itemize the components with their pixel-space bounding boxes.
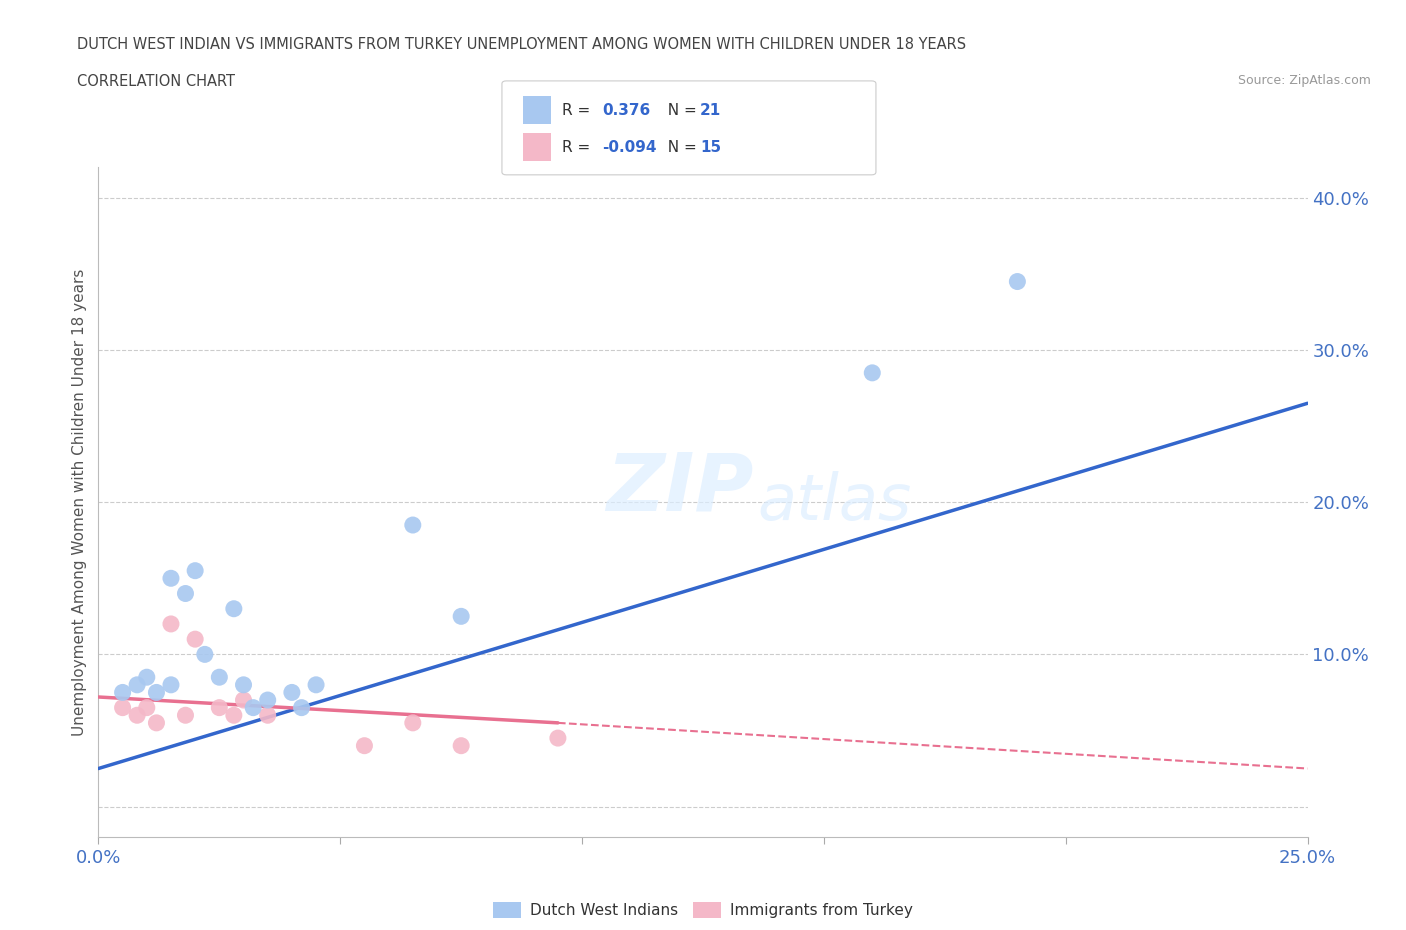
- Point: [256, 693, 278, 708]
- Point: [305, 677, 328, 692]
- Text: 0.376: 0.376: [602, 102, 650, 118]
- Text: CORRELATION CHART: CORRELATION CHART: [77, 74, 235, 89]
- Point: [135, 670, 157, 684]
- Point: [860, 365, 883, 380]
- Point: [1007, 274, 1029, 289]
- Point: [160, 571, 183, 586]
- Text: ZIP: ZIP: [606, 450, 754, 528]
- Point: [232, 677, 254, 692]
- Point: [174, 708, 197, 723]
- Text: 21: 21: [700, 102, 721, 118]
- Point: [184, 631, 207, 646]
- Point: [222, 708, 245, 723]
- Text: atlas: atlas: [758, 472, 911, 533]
- Point: [111, 700, 134, 715]
- Text: Source: ZipAtlas.com: Source: ZipAtlas.com: [1237, 74, 1371, 87]
- Text: R =: R =: [562, 102, 596, 118]
- Point: [281, 685, 304, 700]
- Point: [402, 518, 425, 533]
- Point: [450, 738, 472, 753]
- Point: [145, 715, 167, 730]
- Text: 15: 15: [700, 140, 721, 154]
- Point: [402, 715, 425, 730]
- Point: [135, 700, 157, 715]
- Point: [208, 700, 231, 715]
- Point: [127, 677, 149, 692]
- Point: [242, 700, 264, 715]
- Point: [160, 617, 183, 631]
- Legend: Dutch West Indians, Immigrants from Turkey: Dutch West Indians, Immigrants from Turk…: [486, 896, 920, 924]
- Point: [353, 738, 375, 753]
- Point: [145, 685, 167, 700]
- Text: N =: N =: [658, 102, 702, 118]
- Point: [222, 602, 245, 617]
- Text: N =: N =: [658, 140, 702, 154]
- Point: [256, 708, 278, 723]
- Point: [194, 647, 217, 662]
- Point: [450, 609, 472, 624]
- Point: [127, 708, 149, 723]
- Point: [290, 700, 312, 715]
- Y-axis label: Unemployment Among Women with Children Under 18 years: Unemployment Among Women with Children U…: [72, 269, 87, 736]
- Point: [174, 586, 197, 601]
- Point: [232, 693, 254, 708]
- Point: [184, 564, 207, 578]
- Text: DUTCH WEST INDIAN VS IMMIGRANTS FROM TURKEY UNEMPLOYMENT AMONG WOMEN WITH CHILDR: DUTCH WEST INDIAN VS IMMIGRANTS FROM TUR…: [77, 37, 966, 52]
- Point: [111, 685, 134, 700]
- Point: [547, 731, 569, 746]
- Text: R =: R =: [562, 140, 596, 154]
- Point: [160, 677, 183, 692]
- Point: [208, 670, 231, 684]
- Text: -0.094: -0.094: [602, 140, 657, 154]
